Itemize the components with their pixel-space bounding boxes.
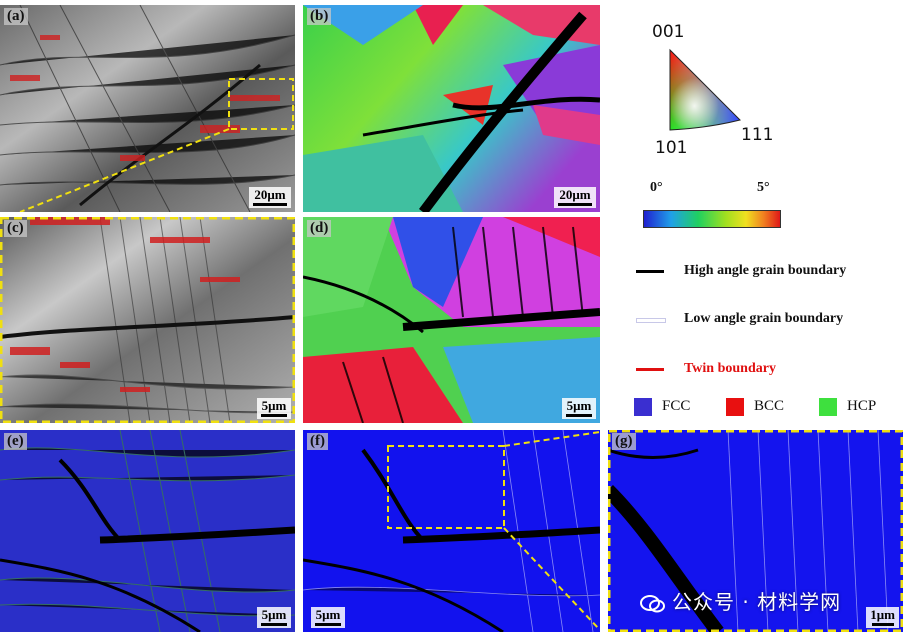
ipf-triangle — [669, 48, 741, 131]
ipf-pole-101: 101 — [655, 138, 688, 158]
ipf-pole-111: 111 — [741, 125, 774, 145]
ipf-pole-001: 001 — [652, 22, 685, 42]
legend-low-angle-label: Low angle grain boundary — [684, 311, 844, 326]
phase-fcc-label: FCC — [662, 398, 691, 414]
colorbar-min-label: 0° — [650, 180, 663, 195]
phase-hcp-label: HCP — [847, 398, 877, 414]
panel-g-tag: (g) — [612, 433, 636, 450]
panel-b-tag: (b) — [307, 8, 332, 25]
panel-c-tag: (c) — [4, 220, 27, 237]
panel-d-tag: (d) — [307, 220, 332, 237]
panel-d-scale-bar: 5μm — [562, 398, 596, 419]
phase-bcc-label: BCC — [754, 398, 785, 414]
phase-hcp-swatch — [819, 398, 837, 416]
panel-b-scale-text: 20μm — [559, 187, 591, 202]
watermark-text: 公众号 · 材料学网 — [672, 590, 842, 614]
panel-g-scale-bar: 1μm — [866, 607, 899, 628]
legend-high-angle-line — [636, 270, 664, 273]
panel-c-scale-text: 5μm — [261, 398, 287, 413]
phase-bcc-swatch — [726, 398, 744, 416]
panel-c-scale-bar: 5μm — [257, 398, 291, 419]
panel-a-tag: (a) — [4, 8, 28, 25]
panel-d-ipf-map: (d) 5μm — [303, 217, 600, 423]
panel-f-image — [303, 430, 600, 632]
panel-a-band-contrast-map: (a) 20μm — [0, 5, 295, 212]
panel-c-image — [0, 217, 295, 423]
panel-a-image — [0, 5, 295, 212]
panel-c-band-contrast-map: (c) 5μm — [0, 217, 295, 423]
panel-e-scale-text: 5μm — [261, 607, 287, 622]
legend-high-angle-label: High angle grain boundary — [684, 263, 847, 278]
legend-twin-line — [636, 368, 664, 371]
panel-f-scale-text: 5μm — [315, 607, 341, 622]
panel-b-ipf-map: (b) 20μm — [303, 5, 600, 212]
panel-b-scale-bar: 20μm — [554, 187, 596, 208]
panel-d-scale-text: 5μm — [566, 398, 592, 413]
panel-e-tag: (e) — [4, 433, 27, 450]
panel-f-scale-bar: 5μm — [311, 607, 345, 628]
panel-a-scale-text: 20μm — [254, 187, 286, 202]
legend-low-angle-line — [636, 318, 666, 323]
panel-e-scale-bar: 5μm — [257, 607, 291, 628]
panel-f-tag: (f) — [307, 433, 328, 450]
panel-b-image — [303, 5, 600, 212]
panel-f-phase-map: (f) 5μm — [303, 430, 600, 632]
panel-e-image — [0, 430, 295, 632]
panel-d-image — [303, 217, 600, 423]
wechat-icon — [640, 594, 665, 612]
legend-twin-label: Twin boundary — [684, 361, 776, 376]
panel-a-scale-bar: 20μm — [249, 187, 291, 208]
panel-e-phase-map: (e) 5μm — [0, 430, 295, 632]
colorbar-max-label: 5° — [757, 180, 770, 195]
phase-fcc-swatch — [634, 398, 652, 416]
colorbar — [643, 210, 781, 228]
panel-g-scale-text: 1μm — [870, 607, 895, 622]
watermark: 公众号 · 材料学网 — [640, 586, 841, 615]
